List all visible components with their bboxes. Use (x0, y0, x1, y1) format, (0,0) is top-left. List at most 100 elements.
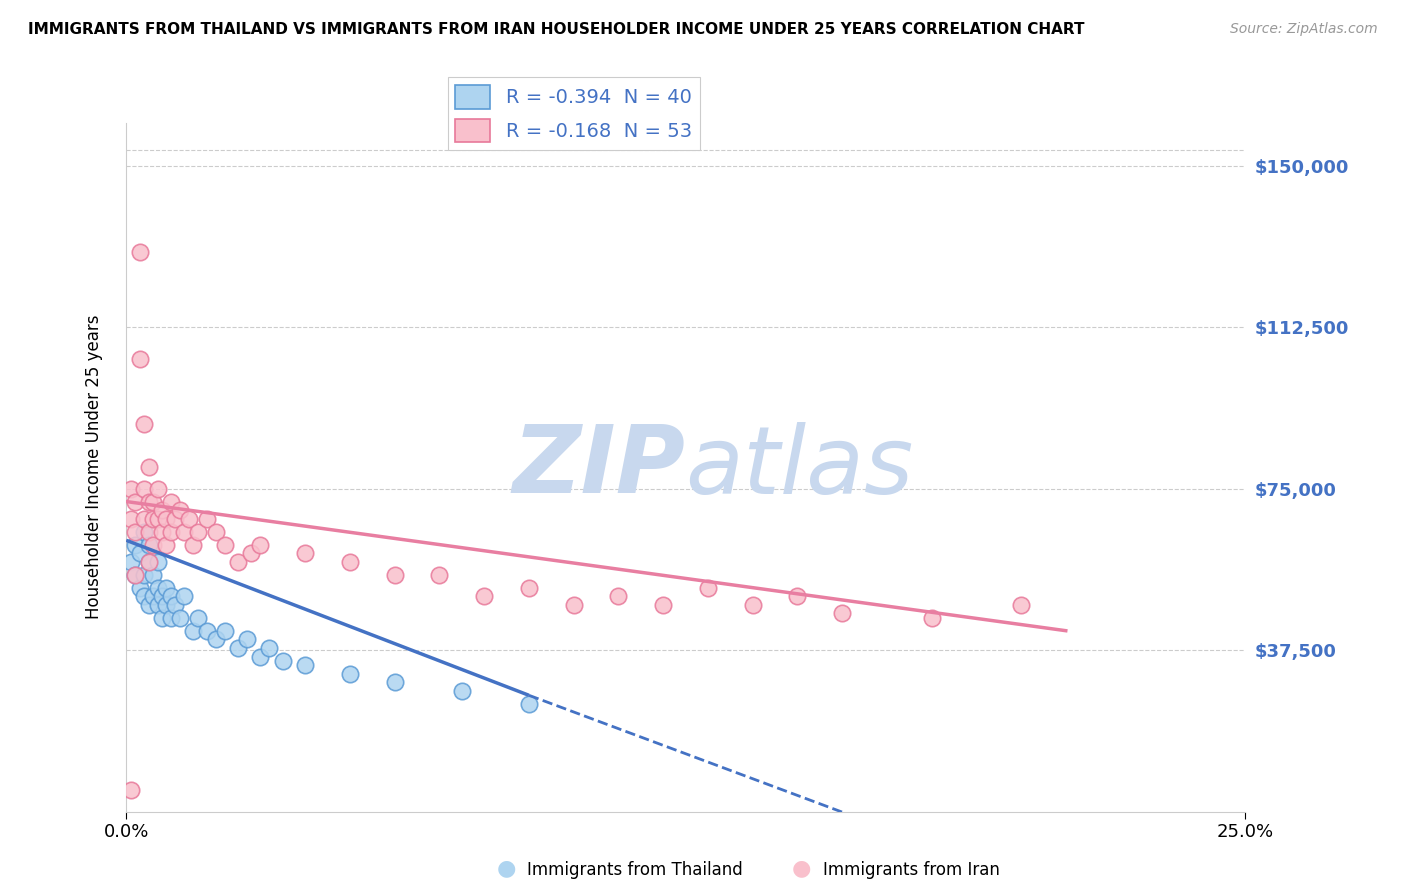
Point (146, 598, 169, 612)
Legend: R = -0.394  N = 40, R = -0.168  N = 53: R = -0.394 N = 40, R = -0.168 N = 53 (447, 78, 700, 150)
Point (155, 598, 177, 612)
Point (741, 598, 763, 612)
Point (160, 494, 183, 508)
Point (259, 640, 281, 655)
Point (472, 589, 495, 603)
Point (124, 567, 146, 582)
Point (249, 649, 271, 664)
Text: Immigrants from Iran: Immigrants from Iran (823, 861, 1000, 879)
Point (517, 697, 540, 711)
Point (138, 460, 160, 475)
Point (120, 512, 142, 526)
Point (132, 417, 155, 431)
Point (652, 598, 675, 612)
Point (831, 607, 853, 621)
Text: ZIP: ZIP (513, 421, 686, 513)
Point (214, 538, 236, 552)
Point (607, 589, 630, 603)
Point (204, 524, 226, 539)
Point (226, 555, 249, 569)
Point (142, 512, 165, 526)
Point (150, 611, 173, 625)
Point (165, 512, 187, 526)
Text: Source: ZipAtlas.com: Source: ZipAtlas.com (1230, 22, 1378, 37)
Point (124, 567, 146, 582)
Point (120, 783, 142, 797)
Point (132, 482, 155, 496)
Point (204, 632, 226, 647)
Point (128, 244, 150, 259)
Point (429, 567, 451, 582)
Point (450, 684, 472, 698)
Point (562, 598, 585, 612)
Point (155, 512, 177, 526)
Point (183, 624, 205, 638)
Point (384, 675, 406, 690)
Point (187, 524, 209, 539)
Point (339, 555, 361, 569)
Point (120, 555, 142, 569)
Point (517, 581, 540, 595)
Point (1010, 598, 1032, 612)
Point (195, 512, 218, 526)
Point (177, 512, 200, 526)
Point (128, 581, 150, 595)
Point (169, 503, 191, 517)
Text: atlas: atlas (686, 422, 914, 513)
Point (124, 494, 146, 508)
Point (142, 589, 165, 603)
Point (696, 581, 718, 595)
Point (214, 624, 236, 638)
Point (142, 494, 165, 508)
Point (138, 555, 160, 569)
Point (160, 611, 183, 625)
Point (124, 538, 146, 552)
Point (146, 512, 169, 526)
Point (132, 589, 155, 603)
Point (124, 524, 146, 539)
Point (142, 538, 165, 552)
Point (226, 640, 249, 655)
Point (128, 546, 150, 560)
Point (150, 589, 173, 603)
Point (187, 611, 209, 625)
Point (173, 589, 195, 603)
Point (183, 538, 205, 552)
Point (146, 581, 169, 595)
Text: Immigrants from Thailand: Immigrants from Thailand (527, 861, 742, 879)
Point (146, 482, 169, 496)
Point (150, 524, 173, 539)
Point (294, 546, 316, 560)
Point (169, 611, 191, 625)
Point (165, 598, 187, 612)
Point (160, 524, 183, 539)
Point (146, 555, 169, 569)
Point (155, 538, 177, 552)
Point (142, 567, 165, 582)
Point (240, 546, 263, 560)
Point (120, 482, 142, 496)
Point (128, 352, 150, 367)
Text: ●: ● (792, 859, 811, 879)
Y-axis label: Householder Income Under 25 years: Householder Income Under 25 years (86, 315, 103, 619)
Point (236, 632, 259, 647)
Point (155, 581, 177, 595)
Point (138, 494, 160, 508)
Point (132, 524, 155, 539)
Point (339, 666, 361, 681)
Point (138, 598, 160, 612)
Point (195, 624, 218, 638)
Point (138, 524, 160, 539)
Text: IMMIGRANTS FROM THAILAND VS IMMIGRANTS FROM IRAN HOUSEHOLDER INCOME UNDER 25 YEA: IMMIGRANTS FROM THAILAND VS IMMIGRANTS F… (28, 22, 1084, 37)
Point (294, 658, 316, 673)
Point (132, 567, 155, 582)
Point (384, 567, 406, 582)
Point (921, 611, 943, 625)
Point (786, 589, 808, 603)
Point (138, 555, 160, 569)
Point (138, 538, 160, 552)
Point (249, 538, 271, 552)
Point (271, 654, 294, 668)
Point (150, 503, 173, 517)
Point (132, 512, 155, 526)
